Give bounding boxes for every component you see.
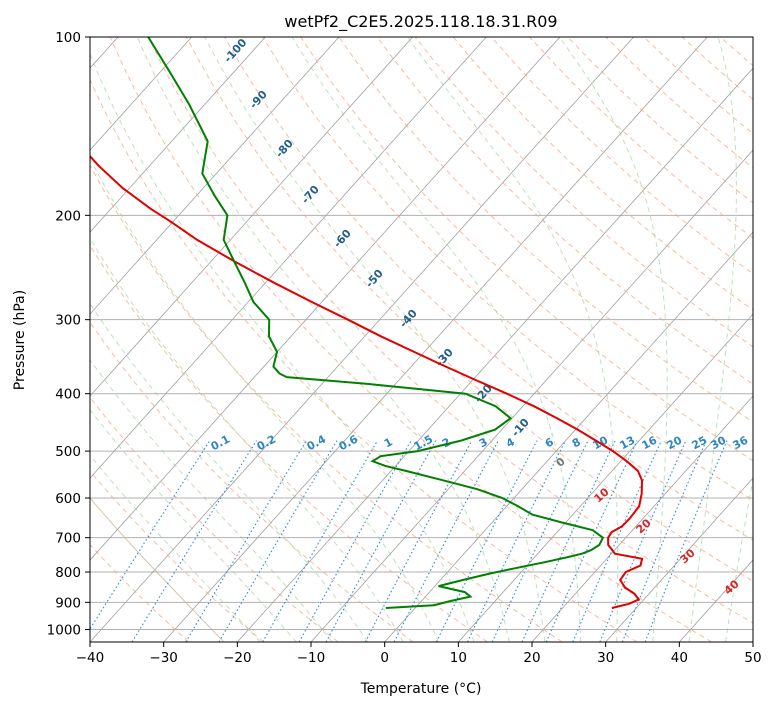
x-tick-label: −20 [223,650,252,666]
y-tick-label: 400 [55,387,81,403]
x-axis: −40 −30 −20 −10 0 10 20 30 40 50 [76,642,762,666]
dry-adiabat [109,37,712,642]
mixing-ratio-line [185,440,307,642]
x-tick-label: 20 [523,650,540,666]
isotherm-gridline [90,37,561,561]
mixing-ratio-line [298,440,412,642]
mixing-ratio-line [218,440,338,642]
y-tick-label: 100 [55,30,81,46]
y-tick-label: 1000 [47,622,81,638]
moist-adiabat [406,37,619,642]
mixing-ratio-label: 30 [709,433,729,452]
y-axis: 100 200 300 400 500 600 700 800 900 1000 [47,30,90,638]
mixing-ratio-line [262,440,378,642]
isotherm-gridline [458,313,753,642]
y-tick-label: 300 [55,313,81,329]
moist-adiabat [136,37,510,642]
y-tick-label: 600 [55,491,81,507]
isotherm-gridline [90,37,340,315]
mixing-ratio-label: 20 [665,433,685,452]
isotherm-gridline [605,477,753,642]
x-tick-label: −40 [76,650,105,666]
dry-adiabat [185,37,753,582]
chart-title: wetPf2_C2E5.2025.118.18.31.R09 [284,12,557,32]
y-tick-label: 800 [55,565,81,581]
moist-adiabat [90,157,439,642]
isotherm-gridline [237,67,753,642]
y-tick-label: 200 [55,208,81,224]
dry-adiabat [300,37,753,462]
isotherm-gridline [163,37,708,642]
dewpoint-profile [147,37,605,609]
mixing-ratio-line [325,440,437,642]
x-tick-label: −10 [297,650,326,666]
moist-adiabat [90,454,261,642]
x-tick-label: 10 [450,650,467,666]
moist-adiabat [291,37,582,642]
mixing-ratio-line [131,440,257,642]
x-tick-label: 0 [380,650,389,666]
isotherm-gridline [90,37,413,397]
isotherm-gridline [531,395,753,642]
x-axis-label: Temperature (°C) [360,681,482,697]
moist-adiabat [688,37,737,642]
mixing-ratio-line [90,440,211,630]
moist-adiabat [558,37,668,642]
x-tick-label: 40 [671,650,688,666]
dry-adiabat [90,164,563,642]
theta-e-curve [90,497,225,642]
moist-adiabat [90,358,333,642]
x-tick-label: −30 [149,650,178,666]
mixing-ratio-line [545,440,638,642]
isotherm-gridline [90,37,266,233]
dry-adiabat [90,244,488,642]
moist-adiabat [90,237,404,642]
plot-frame [89,36,754,643]
mixing-ratio-line [435,440,538,642]
mixing-ratio-line [572,440,662,642]
y-tick-label: 900 [55,595,81,611]
mixing-ratio-line [599,440,687,642]
dry-adiabat [90,78,638,642]
mixing-ratio-label: 36 [731,433,751,452]
y-tick-label: 500 [55,444,81,460]
dry-adiabat [90,470,264,642]
dry-adiabat [376,37,753,385]
mixing-ratio-label: 25 [690,434,710,453]
moist-adiabat [90,408,297,642]
dry-adiabat [147,37,753,624]
dry-adiabat [414,37,753,348]
isotherm-gridline [90,37,192,151]
dry-adiabat [224,37,753,541]
mixing-ratio-line [521,440,616,642]
x-tick-label: 50 [744,650,761,666]
y-axis-label: Pressure (hPa) [12,290,28,390]
isotherm-gridline [384,231,753,642]
temperature-profile [90,154,644,609]
x-tick-label: 30 [597,650,614,666]
dry-adiabat [262,37,753,501]
isotherm-gridline [90,37,487,479]
isotherm-gridline [90,37,634,642]
y-tick-label: 700 [55,531,81,547]
mixing-ratio-label: 13 [618,434,638,453]
mixing-ratio-label: 16 [640,433,660,452]
